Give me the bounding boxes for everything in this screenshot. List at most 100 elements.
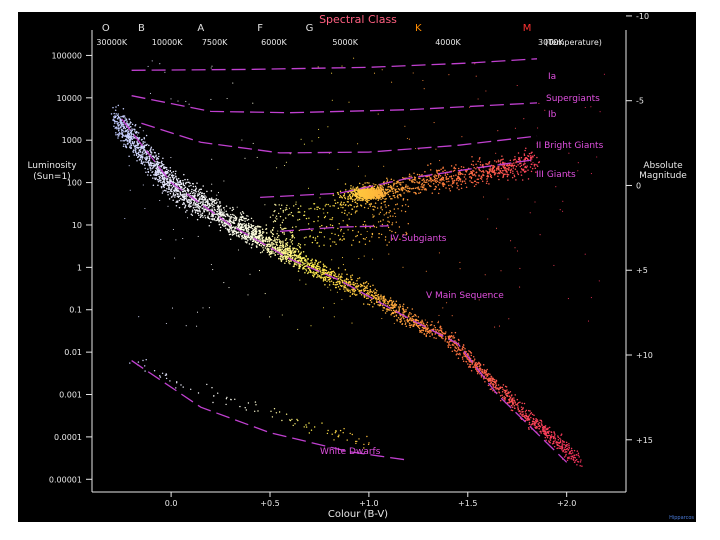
star-point <box>488 171 491 173</box>
star-point <box>449 189 452 192</box>
star-point <box>226 213 229 215</box>
star-point <box>201 207 204 210</box>
star-point <box>332 281 335 284</box>
star-point <box>559 445 561 448</box>
star-point <box>156 162 158 165</box>
star-point <box>354 289 357 292</box>
star-point <box>268 254 271 256</box>
star-point <box>300 259 303 262</box>
star-point <box>457 167 460 170</box>
star-point <box>370 198 372 200</box>
star-point <box>367 291 369 294</box>
star-point <box>134 124 137 126</box>
star-point <box>421 182 424 185</box>
star-point <box>221 224 224 226</box>
star-point <box>262 231 264 233</box>
star-point <box>445 331 447 333</box>
star-point <box>410 313 412 315</box>
star-point <box>175 201 177 203</box>
star-point <box>431 333 433 335</box>
star-point <box>351 293 354 296</box>
star-point <box>202 185 204 187</box>
star-point <box>501 391 504 393</box>
star-point <box>517 164 519 166</box>
star-point <box>498 392 501 394</box>
star-point <box>462 166 465 168</box>
star-point <box>525 412 527 415</box>
star-point <box>280 260 283 263</box>
star-point <box>377 192 380 194</box>
star-point <box>200 213 202 215</box>
star-point <box>184 178 186 181</box>
star-point <box>298 256 300 259</box>
star-point <box>279 257 282 260</box>
star-point <box>380 189 382 192</box>
star-point <box>140 162 142 165</box>
star-point <box>418 327 421 330</box>
star-point <box>399 318 401 321</box>
star-point <box>196 212 199 215</box>
star-point <box>382 197 384 200</box>
star-point <box>138 137 140 140</box>
star-point <box>334 273 337 275</box>
star-point <box>241 224 243 227</box>
star-point <box>139 158 142 160</box>
star-point <box>297 270 300 272</box>
star-point <box>369 205 372 207</box>
star-point <box>419 321 422 323</box>
star-point <box>382 300 385 302</box>
star-point <box>561 439 564 442</box>
star-point <box>473 364 476 366</box>
star-point <box>307 271 310 273</box>
star-point <box>455 164 457 166</box>
star-point <box>126 139 129 141</box>
star-point <box>477 181 480 184</box>
star-point <box>533 154 536 157</box>
star-point <box>198 202 200 204</box>
star-point <box>364 196 367 198</box>
star-point <box>187 181 189 184</box>
star-point <box>434 174 436 176</box>
star-point <box>474 365 477 368</box>
star-point <box>361 194 364 197</box>
star-point <box>571 455 574 457</box>
star-point <box>214 202 216 204</box>
star-point <box>216 211 219 213</box>
star-point <box>459 172 462 175</box>
star-point <box>235 232 238 234</box>
star-point <box>446 341 448 343</box>
star-point <box>375 296 377 299</box>
star-point <box>148 157 151 159</box>
star-point <box>136 140 138 143</box>
star-point <box>363 285 366 288</box>
star-point <box>372 284 374 286</box>
star-point <box>464 348 466 350</box>
star-point <box>369 288 372 291</box>
star-point <box>217 199 219 201</box>
star-point <box>343 285 345 287</box>
star-point <box>308 263 310 266</box>
star-point <box>289 246 291 248</box>
star-point <box>272 226 275 229</box>
star-point <box>401 204 404 207</box>
star-point <box>435 175 437 177</box>
star-point <box>330 272 333 275</box>
star-point <box>137 153 140 156</box>
star-point <box>320 274 323 276</box>
star-point <box>337 285 340 288</box>
star-point <box>344 290 346 292</box>
star-point <box>454 167 457 170</box>
star-point <box>568 452 570 455</box>
star-point <box>342 206 344 209</box>
star-point <box>231 209 233 212</box>
star-point <box>339 280 341 283</box>
star-point <box>426 332 428 335</box>
star-point <box>465 361 468 363</box>
star-point <box>489 373 491 375</box>
star-point <box>568 456 570 458</box>
star-point <box>497 171 500 174</box>
star-point <box>122 139 124 142</box>
star-point <box>212 215 215 217</box>
star-point <box>317 265 319 267</box>
star-point <box>399 193 402 196</box>
